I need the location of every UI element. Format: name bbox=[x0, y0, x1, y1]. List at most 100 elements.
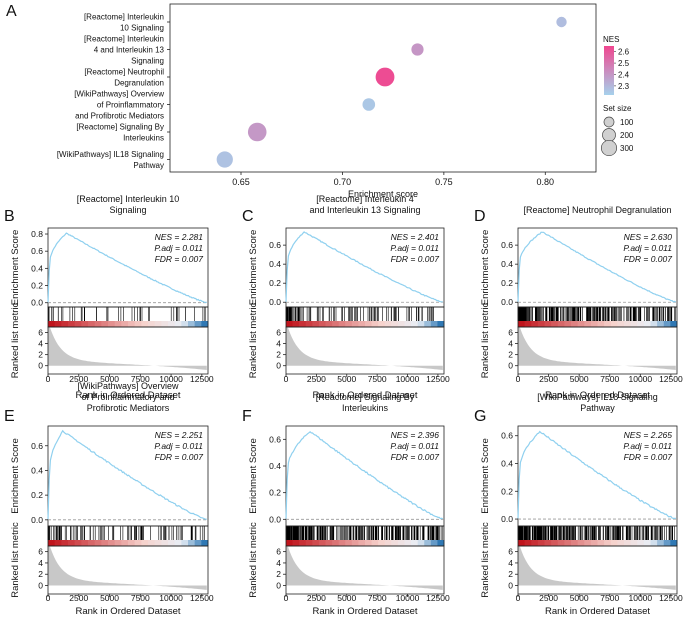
rank-color-segment bbox=[663, 540, 671, 546]
size-legend-dot bbox=[600, 139, 618, 157]
es-y-tick-label: 0.0 bbox=[31, 298, 43, 308]
rank-color-segment bbox=[537, 321, 545, 327]
es-y-tick-label: 0.4 bbox=[31, 465, 43, 475]
panel-title: [Reactome] Neutrophil Degranulation bbox=[523, 205, 671, 215]
rank-color-segment bbox=[48, 540, 56, 546]
rank-color-segment bbox=[286, 321, 293, 327]
rank-color-segment bbox=[161, 540, 169, 546]
ranked-metric-area bbox=[518, 327, 676, 370]
nes-colorbar bbox=[604, 46, 614, 95]
es-y-tick-label: 0.4 bbox=[269, 259, 281, 269]
rank-color-segment bbox=[194, 321, 202, 327]
rank-color-segment bbox=[524, 321, 532, 327]
es-y-tick-label: 0.2 bbox=[31, 281, 43, 291]
x-axis-label: Rank in Ordered Dataset bbox=[545, 390, 650, 401]
metric-y-axis-label: Ranked list metric bbox=[10, 522, 21, 598]
x-tick-label: 10000 bbox=[159, 593, 183, 603]
pathway-dot bbox=[247, 122, 267, 142]
rank-color-segment bbox=[437, 540, 445, 546]
gene-hit-ticks bbox=[285, 526, 444, 540]
stat-fdr: FDR = 0.007 bbox=[155, 452, 204, 462]
es-y-tick-label: 0.2 bbox=[501, 278, 513, 288]
panel-title: [WikiPathways] Overview bbox=[77, 381, 179, 391]
es-y-tick-label: 0.4 bbox=[501, 259, 513, 269]
rank-color-segment bbox=[188, 321, 196, 327]
rank-color-segment bbox=[81, 321, 89, 327]
stat-padj: P.adj = 0.011 bbox=[390, 243, 439, 253]
size-legend-label: 200 bbox=[620, 131, 634, 140]
pathway-label: [Reactome] Signaling By bbox=[76, 123, 164, 132]
rank-color-segment bbox=[624, 321, 632, 327]
rank-color-segment bbox=[141, 540, 149, 546]
stat-padj: P.adj = 0.011 bbox=[623, 441, 672, 451]
stat-fdr: FDR = 0.007 bbox=[391, 254, 440, 264]
es-y-tick-label: 0.0 bbox=[501, 514, 513, 524]
stat-fdr: FDR = 0.007 bbox=[624, 452, 673, 462]
es-y-tick-label: 0.4 bbox=[31, 263, 43, 273]
gene-hit-ticks bbox=[47, 526, 205, 540]
panel-title: Profibrotic Mediators bbox=[87, 403, 170, 413]
rank-color-segment bbox=[351, 321, 359, 327]
ranked-metric-area bbox=[518, 546, 676, 590]
x-axis-label: Rank in Ordered Dataset bbox=[312, 606, 417, 617]
rank-color-segment bbox=[411, 321, 419, 327]
rank-color-segment bbox=[544, 321, 552, 327]
metric-y-tick-label: 0 bbox=[276, 581, 281, 591]
rank-color-segment bbox=[518, 540, 526, 546]
pathway-dot bbox=[556, 16, 567, 28]
rank-color-segment bbox=[624, 540, 632, 546]
rank-color-segment bbox=[134, 540, 142, 546]
rank-color-segment bbox=[564, 321, 572, 327]
rank-color-segment bbox=[397, 321, 405, 327]
rank-color-segment bbox=[154, 540, 162, 546]
x-tick-label: 12500 bbox=[659, 593, 683, 603]
rank-color-segment bbox=[584, 321, 592, 327]
rank-color-segment bbox=[161, 321, 169, 327]
rank-color-segment bbox=[351, 540, 359, 546]
pathway-label: [WikiPathways] IL18 Signaling bbox=[57, 150, 164, 159]
rank-color-segment bbox=[141, 321, 149, 327]
metric-y-tick-label: 0 bbox=[276, 361, 281, 371]
panel-letter-f: F bbox=[242, 408, 252, 425]
rank-color-segment bbox=[121, 540, 129, 546]
rank-color-segment bbox=[557, 321, 565, 327]
ranked-metric-area bbox=[48, 327, 207, 370]
stat-fdr: FDR = 0.007 bbox=[624, 254, 673, 264]
metric-y-tick-label: 6 bbox=[276, 547, 281, 557]
rank-color-segment bbox=[417, 540, 425, 546]
es-y-tick-label: 0.0 bbox=[501, 297, 513, 307]
rank-color-segment bbox=[604, 540, 612, 546]
metric-y-tick-label: 6 bbox=[276, 328, 281, 338]
x-tick-label: 0 bbox=[46, 593, 51, 603]
metric-y-axis-label: Ranked list metric bbox=[248, 522, 259, 598]
metric-y-tick-label: 0 bbox=[38, 581, 43, 591]
ranked-metric-area bbox=[286, 546, 443, 590]
metric-y-tick-label: 2 bbox=[276, 350, 281, 360]
rank-color-segment bbox=[424, 540, 432, 546]
rank-color-segment bbox=[101, 321, 109, 327]
rank-color-segment bbox=[292, 540, 300, 546]
rank-color-segment bbox=[74, 321, 82, 327]
x-tick-label: 5000 bbox=[570, 374, 589, 384]
metric-y-tick-label: 4 bbox=[38, 558, 43, 568]
rank-color-segment bbox=[670, 540, 678, 546]
rank-color-segment bbox=[174, 540, 182, 546]
x-tick-label: 7500 bbox=[131, 374, 150, 384]
metric-y-tick-label: 2 bbox=[38, 350, 43, 360]
rank-color-segment bbox=[404, 540, 412, 546]
rank-color-segment bbox=[391, 321, 399, 327]
panel-title: and Interleukin 13 Signaling bbox=[309, 205, 420, 215]
es-y-axis-label: Enrichment Score bbox=[248, 438, 259, 514]
x-tick-label: 0 bbox=[46, 374, 51, 384]
stat-nes: NES = 2.401 bbox=[391, 232, 440, 242]
rank-color-segment bbox=[424, 321, 432, 327]
x-tick-label: 0.75 bbox=[435, 177, 453, 187]
rank-color-segment bbox=[299, 540, 307, 546]
x-axis-label: Rank in Ordered Dataset bbox=[75, 606, 180, 617]
es-y-tick-label: 0.4 bbox=[269, 461, 281, 471]
metric-y-tick-label: 2 bbox=[38, 569, 43, 579]
panel-title: Signaling bbox=[109, 205, 146, 215]
es-y-axis-label: Enrichment Score bbox=[248, 230, 259, 306]
rank-color-segment bbox=[94, 321, 102, 327]
pathway-label: of Proinflammatory bbox=[97, 101, 164, 110]
